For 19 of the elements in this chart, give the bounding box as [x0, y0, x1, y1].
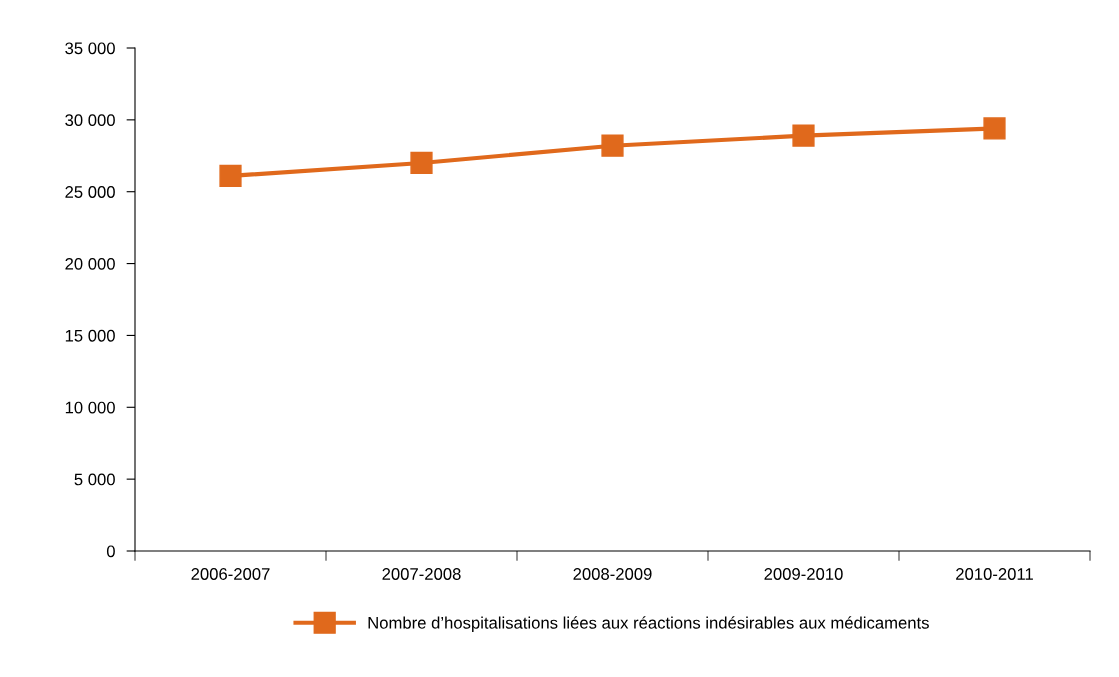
- point: [792, 124, 815, 147]
- y-tick-label: 15 000: [65, 329, 115, 342]
- y-tick-label: 20 000: [65, 257, 115, 270]
- y-tick-label: 5 000: [74, 473, 115, 486]
- x-tick-label: 2008-2009: [573, 568, 652, 580]
- y-tick-label: 10 000: [65, 401, 115, 414]
- legend-label: Nombre d’hospitalisations liées aux réactions indésirables aux médicaments: [368, 616, 929, 633]
- point: [410, 151, 433, 175]
- x-tick-label: 2006-2007: [191, 568, 270, 580]
- x-tick-label: 2009-2010: [764, 568, 843, 580]
- y-tick-label: 0: [106, 545, 115, 558]
- y-tick-label: 35 000: [65, 42, 115, 55]
- point: [983, 117, 1006, 140]
- point: [601, 134, 624, 157]
- x-tick-label: 2010-2011: [956, 568, 1033, 580]
- point: [219, 164, 242, 188]
- y-tick-label: 25 000: [65, 186, 115, 198]
- y-tick-label: 30 000: [65, 114, 115, 127]
- x-tick-label: 2007-2008: [382, 568, 461, 580]
